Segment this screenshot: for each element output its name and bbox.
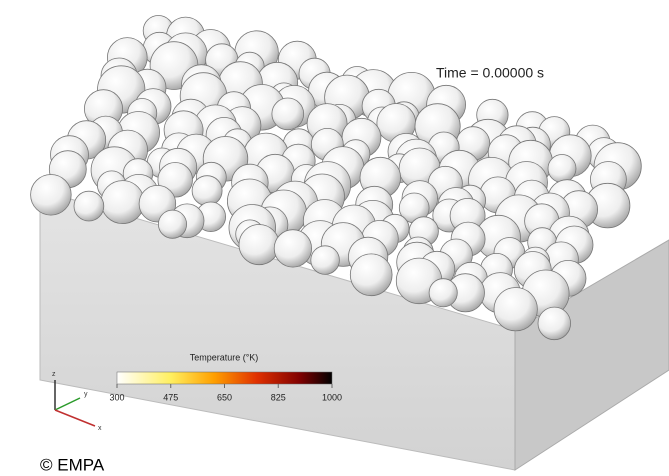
credit: © EMPA <box>40 455 105 474</box>
particle <box>239 225 279 265</box>
particle <box>274 230 311 267</box>
particle <box>74 191 104 221</box>
colorbar <box>117 372 332 384</box>
particle <box>192 176 222 206</box>
axis-x: x <box>98 425 102 432</box>
time-label: Time = 0.00000 s <box>436 65 544 81</box>
particle <box>272 98 304 130</box>
colorbar-tick-label: 300 <box>109 392 124 402</box>
particle <box>494 288 537 331</box>
particle <box>548 155 576 183</box>
axis-z: z <box>52 371 56 378</box>
colorbar-title: Temperature (°K) <box>190 352 259 362</box>
colorbar-tick-label: 1000 <box>322 392 342 402</box>
particle <box>101 181 144 224</box>
particle <box>538 307 571 340</box>
axis-y: y <box>84 391 88 398</box>
particle <box>311 246 340 275</box>
colorbar-tick-label: 650 <box>217 392 232 402</box>
colorbar-tick-label: 825 <box>271 392 286 402</box>
scene: Time = 0.00000 s Temperature (°K) 300 475… <box>0 0 669 476</box>
particle <box>350 254 392 296</box>
particle <box>31 175 72 216</box>
particle <box>158 210 186 238</box>
particle <box>429 279 457 307</box>
colorbar-tick-label: 475 <box>163 392 178 402</box>
